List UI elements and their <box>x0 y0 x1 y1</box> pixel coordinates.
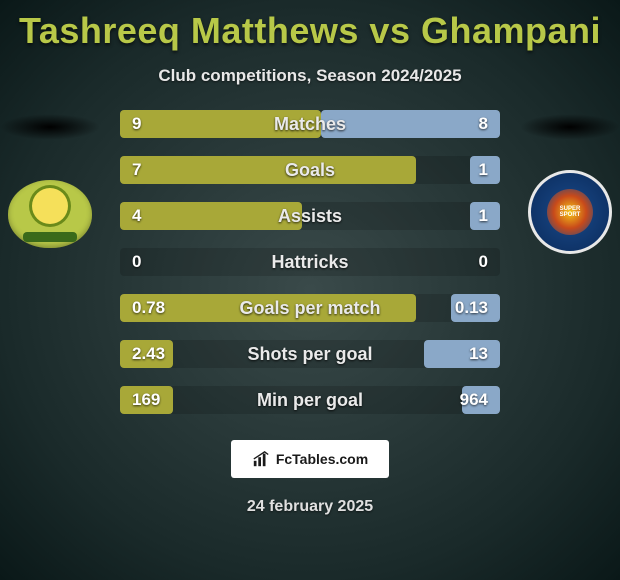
badge-text: SUPERSPORT <box>560 206 581 218</box>
stat-row: 0.780.13Goals per match <box>120 294 500 322</box>
chart-icon <box>252 450 270 468</box>
stat-row: 41Assists <box>120 202 500 230</box>
left-player-column <box>0 110 100 260</box>
stat-row: 00Hattricks <box>120 248 500 276</box>
stat-row: 2.4313Shots per goal <box>120 340 500 368</box>
stat-label: Min per goal <box>120 390 500 411</box>
stat-row: 169964Min per goal <box>120 386 500 414</box>
brand-logo: FcTables.com <box>231 440 389 478</box>
stat-row: 98Matches <box>120 110 500 138</box>
player-photo-placeholder <box>520 114 620 140</box>
stat-label: Matches <box>120 114 500 135</box>
stat-label: Shots per goal <box>120 344 500 365</box>
stat-label: Goals <box>120 160 500 181</box>
comparison-container: 98Matches 71Goals 41Assists 00Hattricks 0.78… <box>0 110 620 414</box>
subtitle: Club competitions, Season 2024/2025 <box>0 66 620 86</box>
brand-name: FcTables.com <box>276 451 368 467</box>
stat-label: Assists <box>120 206 500 227</box>
player-photo-placeholder <box>0 114 100 140</box>
right-player-column: SUPERSPORT <box>520 110 620 260</box>
stat-label: Goals per match <box>120 298 500 319</box>
stats-bar-chart: 98Matches 71Goals 41Assists 00Hattricks 0.78… <box>120 110 500 414</box>
page-title: Tashreeq Matthews vs Ghampani <box>0 0 620 52</box>
stat-label: Hattricks <box>120 252 500 273</box>
left-club-badge <box>5 170 95 260</box>
date-label: 24 february 2025 <box>0 498 620 516</box>
stat-row: 71Goals <box>120 156 500 184</box>
right-club-badge: SUPERSPORT <box>525 170 615 260</box>
